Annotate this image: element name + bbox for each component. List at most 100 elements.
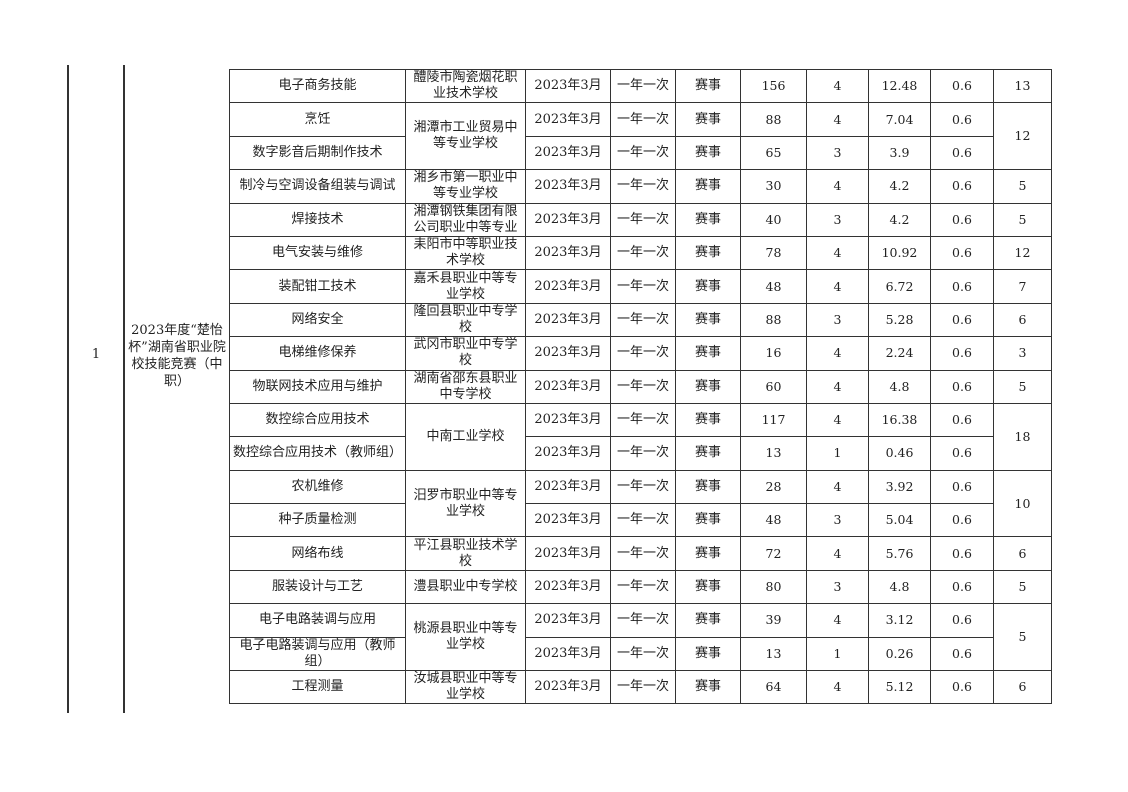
school-total-cell: 12 [993,102,1052,171]
school-total-cell: 6 [993,536,1052,571]
event-name-cell: 焊接技术 [229,202,406,237]
date-cell: 2023年3月 [525,135,611,171]
date-cell: 2023年3月 [525,102,611,137]
table-row: 工程测量 汝城县职业中等专业学校 2023年3月 一年一次 赛事 64 4 5.12 0.6 6 [229,670,1052,705]
coefficient-cell: 0.6 [930,336,994,371]
level-cell: 4 [806,235,869,271]
level-cell: 3 [806,302,869,338]
coefficient-cell: 0.6 [930,436,994,471]
participants-cell: 88 [740,102,807,137]
school-cell: 醴陵市陶瓷烟花职业技术学校 [405,68,526,104]
score-cell: 4.2 [868,202,931,237]
participants-cell: 156 [740,68,807,104]
school-cell: 湘乡市第一职业中等专业学校 [405,169,526,204]
date-cell: 2023年3月 [525,302,611,338]
frequency-cell: 一年一次 [610,235,676,271]
score-cell: 6.72 [868,269,931,304]
participants-cell: 80 [740,569,807,605]
column-divider-line [123,65,125,713]
event-name-cell: 装配钳工技术 [229,269,406,304]
school-cell: 汨罗市职业中等专业学校 [405,469,526,538]
score-cell: 5.76 [868,536,931,571]
coefficient-cell: 0.6 [930,636,994,672]
table-row: 网络布线 平江县职业技术学校 2023年3月 一年一次 赛事 72 4 5.76 0.6 6 [229,536,1052,571]
frequency-cell: 一年一次 [610,336,676,371]
score-cell: 2.24 [868,336,931,371]
participants-cell: 48 [740,269,807,304]
level-cell: 4 [806,336,869,371]
level-cell: 4 [806,469,869,505]
participants-cell: 13 [740,636,807,672]
frequency-cell: 一年一次 [610,469,676,505]
coefficient-cell: 0.6 [930,369,994,404]
level-cell: 4 [806,169,869,204]
type-cell: 赛事 [675,469,741,505]
type-cell: 赛事 [675,503,741,538]
frequency-cell: 一年一次 [610,536,676,571]
score-cell: 5.28 [868,302,931,338]
table-row: 网络安全 隆回县职业中专学校 2023年3月 一年一次 赛事 88 3 5.28 0.6 6 [229,302,1052,338]
score-cell: 12.48 [868,68,931,104]
level-cell: 4 [806,68,869,104]
sequence-number: 1 [91,347,101,362]
date-cell: 2023年3月 [525,603,611,638]
table-row: 制冷与空调设备组装与调试 湘乡市第一职业中等专业学校 2023年3月 一年一次 赛事 30… [229,169,1052,204]
level-cell: 4 [806,536,869,571]
date-cell: 2023年3月 [525,336,611,371]
frequency-cell: 一年一次 [610,603,676,638]
table-row: 装配钳工技术 嘉禾县职业中等专业学校 2023年3月 一年一次 赛事 48 4 6.72 0.6… [229,269,1052,304]
score-cell: 3.92 [868,469,931,505]
coefficient-cell: 0.6 [930,235,994,271]
date-cell: 2023年3月 [525,369,611,404]
score-cell: 3.12 [868,603,931,638]
frequency-cell: 一年一次 [610,68,676,104]
event-name-cell: 种子质量检测 [229,503,406,538]
frequency-cell: 一年一次 [610,135,676,171]
event-name-cell: 电子商务技能 [229,68,406,104]
school-total-cell: 18 [993,402,1052,471]
coefficient-cell: 0.6 [930,670,994,705]
frequency-cell: 一年一次 [610,503,676,538]
score-cell: 0.46 [868,436,931,471]
school-cell: 武冈市职业中专学校 [405,336,526,371]
event-name-cell: 服装设计与工艺 [229,569,406,605]
school-total-cell: 7 [993,269,1052,304]
table-row: 种子质量检测 2023年3月 一年一次 赛事 48 3 5.04 0.6 [229,503,1052,538]
event-name-cell: 电梯维修保养 [229,336,406,371]
school-total-cell: 5 [993,202,1052,237]
coefficient-cell: 0.6 [930,302,994,338]
date-cell: 2023年3月 [525,469,611,505]
participants-cell: 30 [740,169,807,204]
type-cell: 赛事 [675,102,741,137]
table-row: 电梯维修保养 武冈市职业中专学校 2023年3月 一年一次 赛事 16 4 2.24 0.6 3 [229,336,1052,371]
participants-cell: 16 [740,336,807,371]
school-cell: 湖南省邵东县职业中专学校 [405,369,526,404]
coefficient-cell: 0.6 [930,269,994,304]
school-total-cell: 5 [993,603,1052,672]
level-cell: 4 [806,369,869,404]
school-cell: 桃源县职业中等专业学校 [405,603,526,672]
frequency-cell: 一年一次 [610,202,676,237]
table-row: 电子商务技能 醴陵市陶瓷烟花职业技术学校 2023年3月 一年一次 赛事 156 4 12.4… [229,68,1052,104]
table-row: 烹饪 湘潭市工业贸易中等专业学校 2023年3月 一年一次 赛事 88 4 7.04 0.6 12 [229,102,1052,171]
school-cell: 耒阳市中等职业技术学校 [405,235,526,271]
coefficient-cell: 0.6 [930,569,994,605]
school-cell: 湘潭市工业贸易中等专业学校 [405,102,526,171]
participants-cell: 117 [740,402,807,438]
participants-cell: 48 [740,503,807,538]
date-cell: 2023年3月 [525,68,611,104]
type-cell: 赛事 [675,169,741,204]
school-total-cell: 6 [993,670,1052,705]
type-cell: 赛事 [675,436,741,471]
type-cell: 赛事 [675,670,741,705]
school-cell: 汝城县职业中等专业学校 [405,670,526,705]
type-cell: 赛事 [675,202,741,237]
coefficient-cell: 0.6 [930,402,994,438]
school-total-cell: 5 [993,569,1052,605]
frequency-cell: 一年一次 [610,436,676,471]
participants-cell: 28 [740,469,807,505]
school-cell: 中南工业学校 [405,402,526,471]
date-cell: 2023年3月 [525,436,611,471]
level-cell: 3 [806,569,869,605]
score-cell: 4.2 [868,169,931,204]
